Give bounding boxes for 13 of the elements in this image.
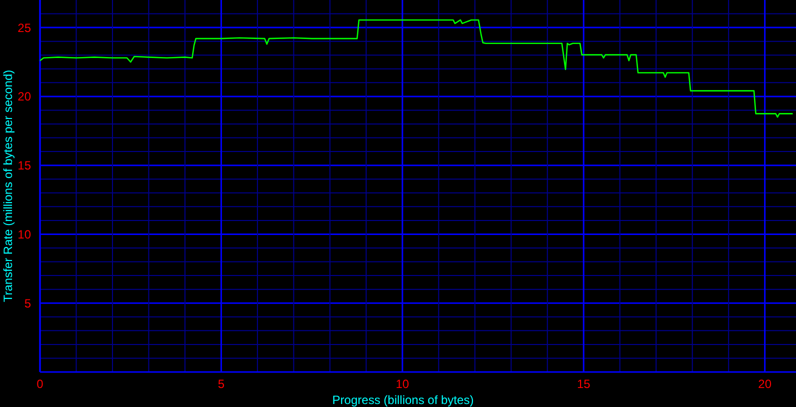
line-series <box>39 19 794 118</box>
x-axis-title: Progress (billions of bytes) <box>332 393 474 407</box>
x-tick-label: 20 <box>758 377 772 391</box>
y-tick-label: 20 <box>18 90 32 104</box>
y-tick-label: 25 <box>18 20 32 35</box>
x-tick-label: 15 <box>576 377 591 391</box>
x-tick-label: 5 <box>218 377 225 391</box>
y-tick-label: 15 <box>18 158 32 173</box>
y-tick-label: 5 <box>24 296 32 310</box>
x-tick-label: 0 <box>36 377 44 391</box>
y-tick-label: 10 <box>18 227 32 242</box>
y-axis-title: Transfer Rate (millions of bytes per second) <box>1 70 15 302</box>
x-tick-label: 10 <box>396 377 410 391</box>
